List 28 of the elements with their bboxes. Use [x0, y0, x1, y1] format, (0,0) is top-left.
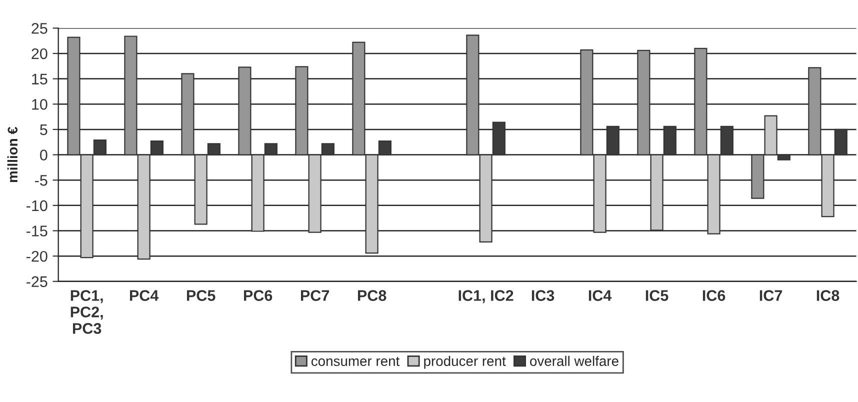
y-tick-label: -5: [35, 175, 48, 186]
x-tick-label: IC6: [702, 290, 726, 301]
y-tick-label: -25: [26, 276, 48, 288]
legend-label: overall welfare: [530, 356, 618, 366]
x-tick-label: IC5: [646, 290, 668, 301]
x-tick-label: IC4: [588, 290, 612, 301]
x-tick-label: PC6: [244, 290, 272, 301]
y-tick-label: 25: [32, 23, 48, 34]
x-tick-label: PC5: [186, 290, 216, 301]
y-axis-title: million €: [7, 126, 18, 182]
y-tick-label: -10: [26, 200, 48, 212]
y-tick-label: 0: [40, 150, 48, 160]
x-tick-label: IC3: [532, 290, 554, 301]
x-tick-label: IC8: [816, 290, 840, 301]
y-tick-label: 20: [32, 48, 48, 60]
y-tick-label: 15: [32, 74, 48, 84]
x-tick-label: IC1, IC2: [458, 290, 514, 304]
x-tick-label: PC1, PC2, PC3: [70, 290, 103, 334]
y-tick-label: -15: [26, 226, 48, 236]
legend-label: producer rent: [424, 356, 506, 369]
y-tick-label: 10: [32, 98, 48, 110]
y-tick-label: 5: [40, 124, 48, 136]
legend-label: consumer rent: [311, 356, 400, 366]
x-tick-label: IC7: [760, 290, 782, 301]
x-tick-label: PC4: [130, 290, 159, 301]
y-tick-label: -20: [26, 250, 48, 262]
x-tick-label: PC8: [358, 290, 386, 301]
x-tick-label: PC7: [300, 290, 330, 301]
